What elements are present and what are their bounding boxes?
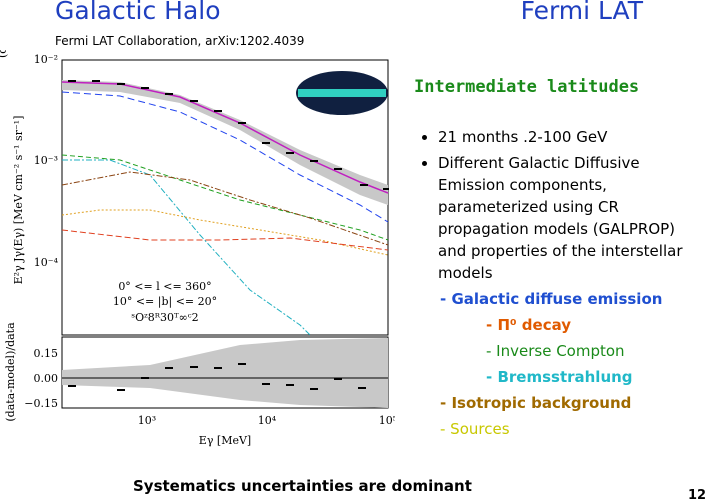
bullet: 21 months .2-100 GeV [438,126,688,148]
residual-points [68,363,366,391]
residual-band [62,338,388,408]
bullet: Different Galactic Diffusive Emission co… [438,152,688,284]
bullets: 21 months .2-100 GeV Different Galactic … [414,126,688,288]
heading: Intermediate latitudes [414,77,640,97]
points [68,80,389,190]
band [62,80,388,205]
sources [61,209,389,256]
residual-tick-label: 0.15 [34,347,59,360]
residual-tick-label: −0.15 [24,397,58,410]
annotation: 10° <= |b| <= 20° [113,295,217,309]
component: - Galactic diffuse emission [440,290,663,308]
component: - Sources [440,420,510,438]
y-tick-label: 10⁻² [34,53,58,66]
x-tick-label: 10⁵ [379,414,395,427]
residual-tick-label: 0.00 [34,372,59,385]
brems [62,159,311,336]
x-tick-label: 10³ [138,414,156,427]
annotation: 0° <= l <= 360° [118,280,211,293]
component: - Bremsstrahlung [486,368,633,386]
sky-band [298,89,386,97]
annotation: ˢOᶻ8ᴿ30ᵀ∞ᶜ2 [131,311,198,324]
diffuse [61,91,389,223]
y-tick-label: 10⁻⁴ [34,256,59,269]
component: - Inverse Compton [486,342,625,360]
ic [61,154,389,241]
figure: (c 10⁻² 10⁻³ 10⁻⁴ E²γ Jγ(Eγ) [MeV cm⁻² s… [0,50,395,447]
y-tick-label: 10⁻³ [34,154,58,167]
footer-note: Systematics uncertainties are dominant [133,477,472,495]
citation: Fermi LAT Collaboration, arXiv:1202.4039 [55,34,305,48]
x-tick-label: 10⁴ [258,414,277,427]
component: - Isotropic background [440,394,632,412]
residual-label: (data-model)/data [4,322,17,422]
page-number: 12 [688,488,707,503]
isotropic [61,171,389,246]
component: - Π⁰ decay [486,316,572,334]
y-label: E²γ Jγ(Eγ) [MeV cm⁻² s⁻¹ sr⁻¹] [12,116,25,285]
pi0 [61,229,389,251]
right-title: Fermi LAT [520,0,643,25]
title: Galactic Halo [55,0,221,25]
panel-label: (c [0,50,9,58]
x-label: Eγ [MeV] [199,434,251,447]
